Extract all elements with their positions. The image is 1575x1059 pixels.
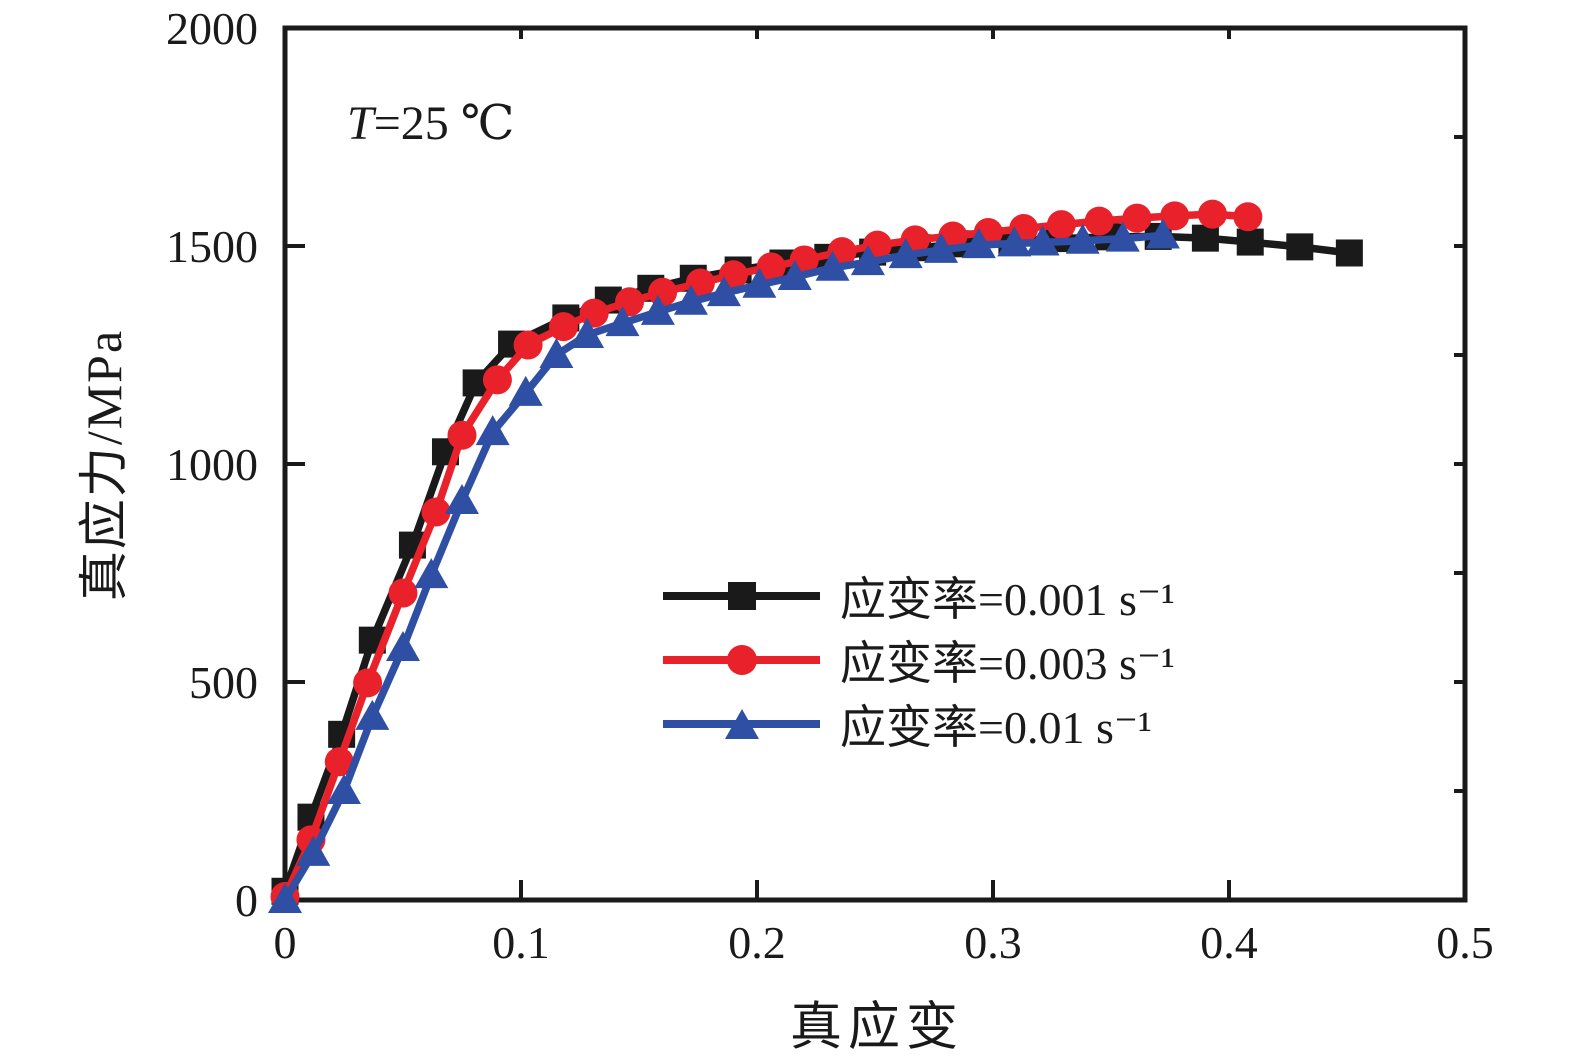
circle-marker (447, 420, 477, 450)
x-tick-label: 0.3 (964, 917, 1022, 968)
chart-legend: 应变率=0.001 s⁻¹ 应变率=0.003 s⁻¹ 应变率=0.01 s⁻¹ (663, 574, 1175, 753)
triangle-marker (539, 338, 574, 368)
legend-label: 应变率=0.001 s⁻¹ (840, 574, 1175, 625)
triangle-marker (888, 238, 923, 269)
legend-item-rate-0001: 应变率=0.001 s⁻¹ (663, 574, 1175, 625)
triangle-marker (961, 228, 996, 259)
x-tick-label: 0.2 (728, 917, 786, 968)
legend-item-rate-001: 应变率=0.01 s⁻¹ (663, 702, 1175, 753)
triangle-marker (570, 317, 605, 348)
triangle-marker (414, 558, 449, 589)
triangle-marker (605, 306, 640, 337)
triangle-marker (924, 232, 959, 263)
circle-marker-icon (726, 645, 757, 675)
legend-swatch (663, 579, 820, 613)
legend-swatch (663, 643, 820, 677)
circle-marker (548, 312, 578, 342)
series-line-square (281, 232, 1350, 893)
circle-marker (388, 578, 418, 608)
circle-marker (513, 330, 543, 360)
triangle-marker (777, 259, 812, 290)
legend-label: 应变率=0.003 s⁻¹ (840, 638, 1175, 689)
circle-marker (324, 747, 354, 777)
legend-item-rate-0003: 应变率=0.003 s⁻¹ (663, 638, 1175, 689)
y-tick-label: 1000 (166, 439, 258, 490)
triangle-marker (327, 774, 361, 804)
triangle-marker (268, 883, 302, 913)
x-tick-label: 0.5 (1436, 917, 1494, 968)
y-tick-label: 500 (189, 657, 258, 708)
circle-marker (1160, 201, 1190, 231)
square-marker (1191, 224, 1219, 252)
triangle-marker-icon (724, 709, 759, 739)
triangle-marker (355, 699, 390, 730)
x-axis-title: 真应变 (789, 999, 965, 1057)
circle-marker (1233, 202, 1263, 232)
triangle-marker (1065, 223, 1100, 254)
y-tick-label: 2000 (166, 3, 258, 54)
circle-marker (1084, 206, 1114, 236)
circle-marker (1197, 199, 1227, 229)
circle-marker (648, 277, 678, 307)
triangle-marker (640, 294, 675, 325)
y-tick-label: 0 (235, 875, 258, 926)
temperature-value: =25 ℃ (373, 97, 515, 150)
temperature-annotation: T=25 ℃ (347, 95, 514, 151)
circle-marker (353, 668, 383, 698)
x-tick-label: 0.4 (1200, 917, 1258, 968)
y-axis-title: 真应力/MPa (76, 328, 132, 602)
triangle-marker (1105, 221, 1140, 252)
square-marker-icon (727, 582, 756, 610)
triangle-marker (742, 267, 777, 298)
triangle-marker (508, 375, 543, 406)
triangle-marker (997, 226, 1032, 257)
series-line-circle (281, 210, 1249, 899)
circle-marker (421, 497, 451, 527)
triangle-marker (475, 415, 510, 446)
square-marker (1286, 233, 1314, 261)
x-tick-label: 0 (274, 917, 297, 968)
x-tick-label: 0.1 (492, 917, 550, 968)
circle-marker (1122, 203, 1152, 233)
square-marker (1335, 239, 1363, 267)
square-marker (1236, 228, 1264, 256)
circle-marker (1046, 210, 1076, 240)
circle-marker (482, 365, 512, 395)
triangle-marker (1025, 225, 1060, 256)
triangle-marker (386, 630, 420, 661)
triangle-marker (445, 484, 479, 515)
legend-swatch (663, 707, 820, 741)
circle-marker (756, 252, 786, 282)
triangle-marker (673, 284, 708, 315)
circle-marker (579, 298, 609, 328)
axes-frame (282, 25, 1468, 903)
triangle-marker (1145, 218, 1180, 249)
triangle-marker (706, 276, 741, 307)
triangle-marker (815, 250, 850, 281)
triangle-marker (296, 835, 331, 866)
temperature-symbol: T (347, 97, 374, 150)
legend-label: 应变率=0.01 s⁻¹ (840, 702, 1152, 753)
y-tick-label: 1500 (166, 221, 258, 272)
triangle-marker (850, 245, 885, 276)
